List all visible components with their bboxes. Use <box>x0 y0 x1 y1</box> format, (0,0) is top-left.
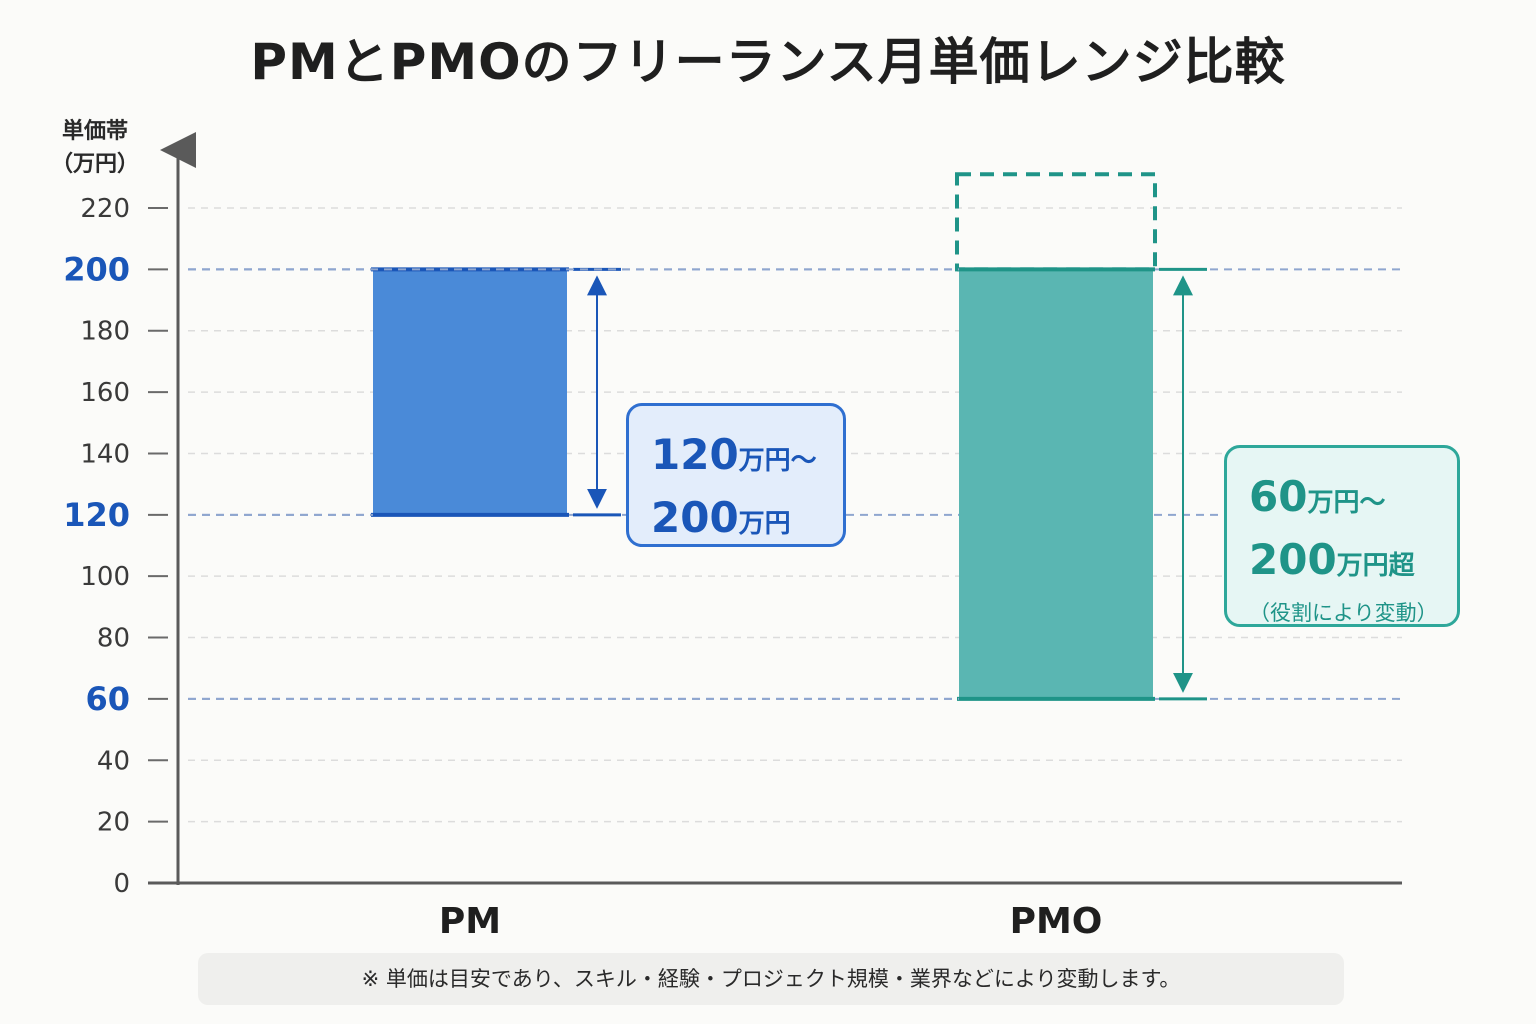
y-tick-label-80: 80 <box>97 624 130 654</box>
pmo-low-unit: 万円〜 <box>1307 488 1386 518</box>
footnote: ※ 単価は目安であり、スキル・経験・プロジェクト規模・業界などにより変動します。 <box>198 953 1344 1005</box>
x-category-pm: PM <box>439 901 501 942</box>
axis-layer: 単価帯 （万円） 0 20 40 60 80 100 120 140 160 180 200 220 P… <box>51 118 1402 942</box>
pmo-range-bar <box>959 269 1153 699</box>
y-tick-label-100: 100 <box>80 562 130 592</box>
pm-range-callout: 120万円〜 200万円 <box>626 403 846 547</box>
pmo-extended-range <box>955 172 1157 272</box>
y-tick-label-40: 40 <box>97 746 130 776</box>
y-tick-label-60: 60 <box>85 680 130 718</box>
pm-low-number: 120 <box>651 430 739 479</box>
y-tick-label-220: 220 <box>80 194 130 224</box>
y-tick-label-0: 0 <box>113 869 130 899</box>
pmo-high-unit: 万円超 <box>1336 551 1415 581</box>
y-axis-label-line2: （万円） <box>51 152 139 177</box>
pmo-high-number: 200 <box>1249 535 1337 584</box>
bars-layer <box>188 172 1207 701</box>
pm-high-number: 200 <box>651 493 739 542</box>
y-tick-label-160: 160 <box>80 378 130 408</box>
pmo-low-number: 60 <box>1249 472 1308 521</box>
pm-high-unit: 万円 <box>738 509 791 539</box>
x-category-pmo: PMO <box>1010 901 1103 942</box>
y-axis-label-line1: 単価帯 <box>62 118 128 144</box>
y-tick-label-120: 120 <box>63 496 130 534</box>
pm-range-bar <box>373 269 567 515</box>
y-tick-label-180: 180 <box>80 317 130 347</box>
chart-title: PMとPMOのフリーランス月単価レンジ比較 <box>250 33 1286 91</box>
y-tick-label-20: 20 <box>97 808 130 838</box>
pmo-range-note: （役割により変動） <box>1249 601 1438 625</box>
pmo-range-callout: 60万円〜 200万円超 （役割により変動） <box>1224 445 1460 627</box>
y-tick-label-200: 200 <box>63 250 130 288</box>
y-tick-label-140: 140 <box>80 439 130 469</box>
pm-low-unit: 万円〜 <box>738 446 817 476</box>
